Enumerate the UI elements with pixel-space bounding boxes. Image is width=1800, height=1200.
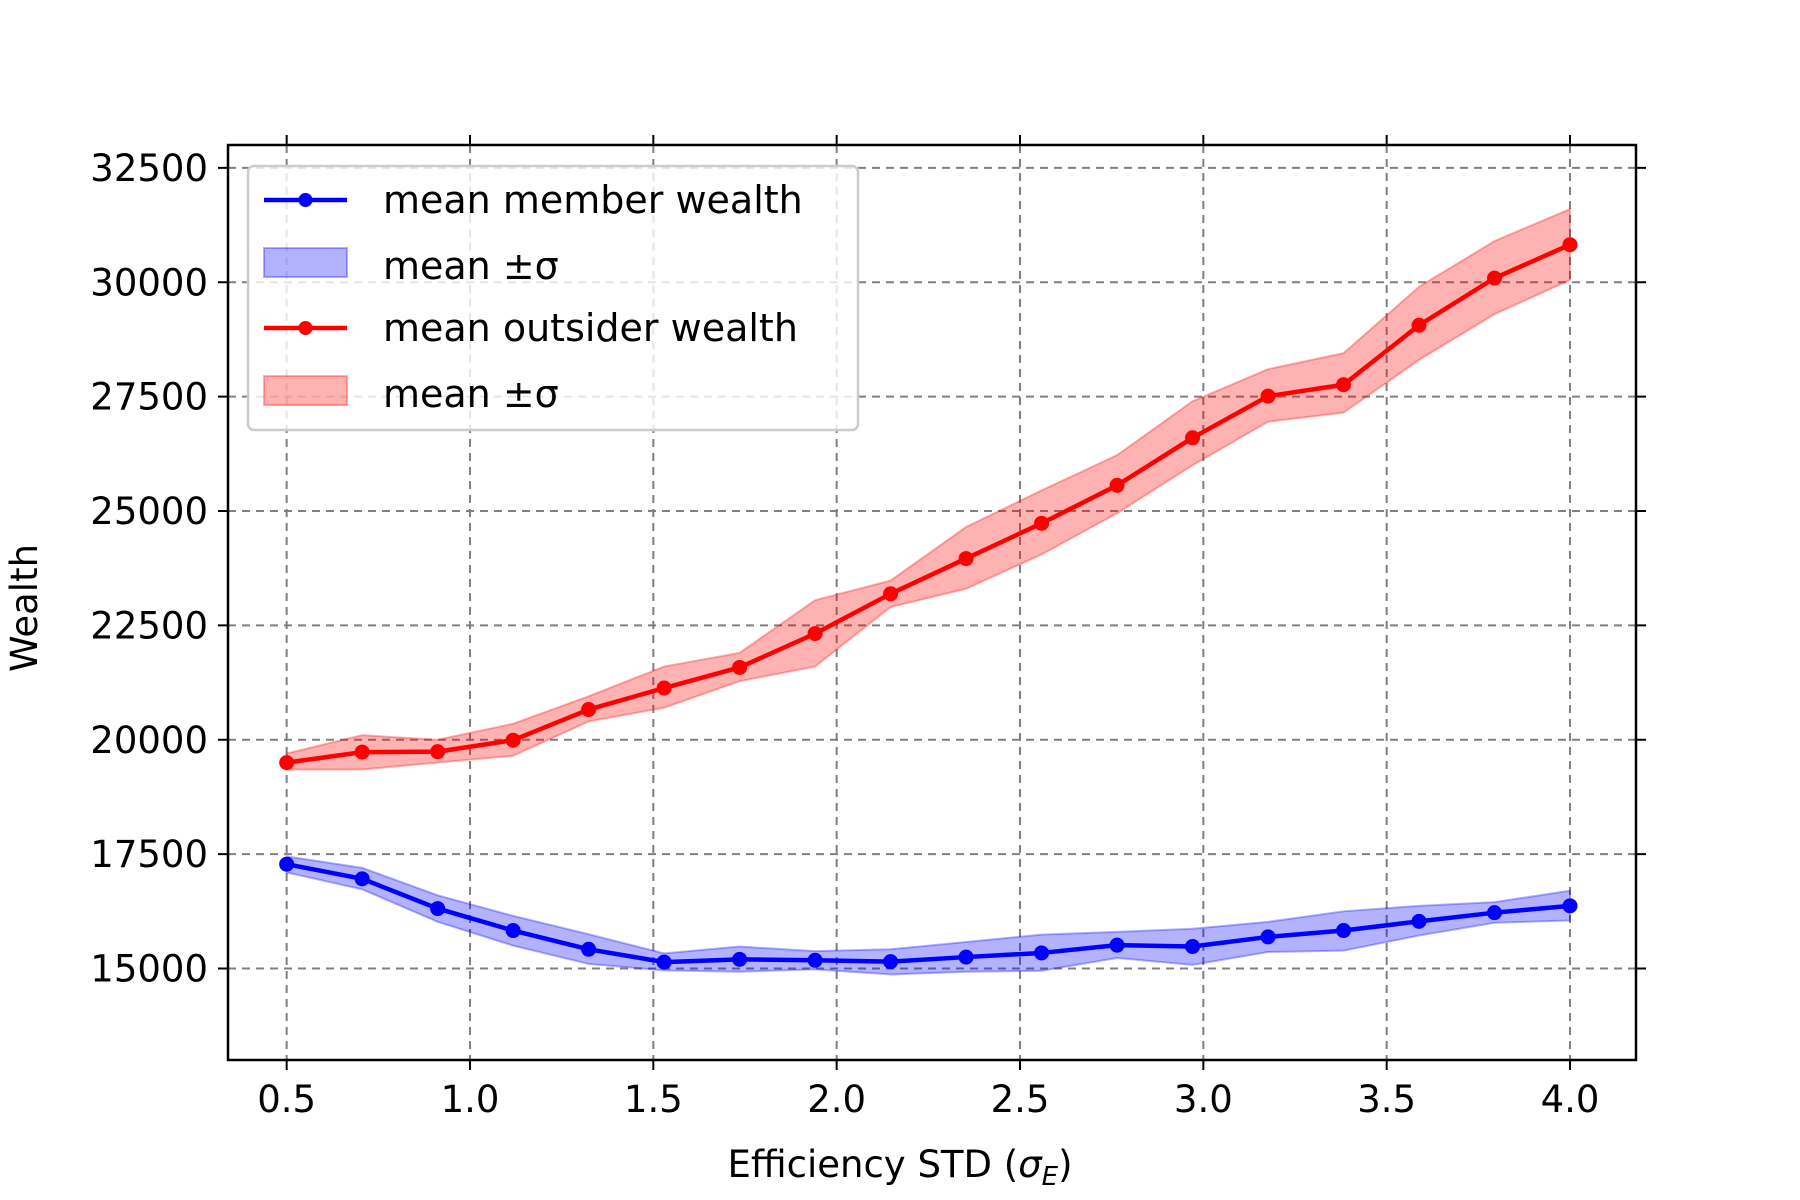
x-tick-label: 3.5: [1357, 1078, 1416, 1121]
member-wealth-point: [883, 954, 899, 970]
legend-label-member: mean member wealth: [383, 178, 803, 222]
x-tick-label: 3.0: [1174, 1078, 1233, 1121]
x-tick-label: 2.5: [991, 1078, 1050, 1121]
member-wealth-point: [807, 952, 823, 968]
member-wealth-point: [732, 951, 748, 967]
y-tick-label: 30000: [90, 261, 208, 304]
y-tick-label: 15000: [90, 948, 208, 991]
legend-outsider-band-swatch: [263, 375, 348, 406]
outsider-wealth-point: [354, 744, 370, 760]
outsider-wealth-point: [883, 586, 899, 602]
y-axis-label: Wealth: [3, 544, 46, 672]
member-wealth-point: [354, 871, 370, 887]
member-wealth-point: [1185, 939, 1201, 955]
legend-entry-outsider-band: mean ±σ: [263, 372, 559, 416]
member-wealth-line: [286, 861, 1571, 965]
member-wealth-point: [1562, 898, 1578, 914]
x-tick-label: 4.0: [1541, 1078, 1600, 1121]
legend: mean member wealth mean ±σ mean outsider…: [246, 164, 860, 432]
legend-outsider-point-swatch: [298, 321, 313, 335]
outsider-wealth-point: [1411, 317, 1427, 333]
member-wealth-point: [279, 856, 295, 872]
member-wealth-point: [581, 941, 597, 957]
y-tick-label: 17500: [90, 833, 208, 876]
outsider-wealth-point: [1336, 377, 1352, 393]
y-tick-label: 20000: [90, 719, 208, 762]
y-tick-label: 32500: [90, 147, 208, 190]
outsider-std-band: [285, 207, 1571, 771]
legend-label-outsider: mean outsider wealth: [383, 306, 798, 350]
outsider-wealth-point: [581, 702, 597, 718]
legend-entry-outsider-line: mean outsider wealth: [264, 306, 798, 350]
outsider-wealth-point: [505, 732, 521, 748]
outsider-wealth-point: [1109, 477, 1125, 493]
outsider-wealth-point: [1260, 388, 1276, 404]
x-tick-label: 1.5: [624, 1078, 683, 1121]
x-axis-label: Efficiency STD (σE): [727, 1143, 1072, 1192]
member-wealth-point: [1487, 905, 1503, 921]
legend-entry-member-line: mean member wealth: [264, 178, 803, 222]
member-wealth-point: [1034, 945, 1050, 961]
y-tick-label: 27500: [90, 376, 208, 419]
member-wealth-point: [656, 954, 672, 970]
x-tick-label: 1.0: [441, 1078, 500, 1121]
member-wealth-point: [505, 923, 521, 939]
outsider-wealth-point: [1034, 515, 1050, 531]
outsider-wealth-line: [286, 242, 1571, 765]
series-points: [279, 237, 1578, 970]
member-std-band: [285, 855, 1571, 976]
member-wealth-point: [1336, 923, 1352, 939]
outsider-wealth-point: [430, 744, 446, 760]
std-bands: [285, 207, 1571, 976]
member-wealth-point: [430, 901, 446, 917]
y-tick-label: 22500: [90, 604, 208, 647]
outsider-wealth-point: [958, 551, 974, 567]
member-wealth-point: [1260, 929, 1276, 945]
outsider-wealth-point: [732, 659, 748, 675]
legend-member-band-swatch: [263, 247, 348, 278]
outsider-wealth-point: [1185, 430, 1201, 446]
x-tick-label: 0.5: [257, 1078, 316, 1121]
x-tick-label: 2.0: [807, 1078, 866, 1121]
legend-entry-member-band: mean ±σ: [263, 244, 559, 288]
outsider-wealth-point: [279, 755, 295, 771]
y-tick-label: 25000: [90, 490, 208, 533]
outsider-wealth-point: [1487, 270, 1503, 286]
member-wealth-point: [1109, 937, 1125, 953]
outsider-wealth-point: [807, 626, 823, 642]
plot-frame: [226, 143, 1638, 1062]
outsider-wealth-point: [1562, 237, 1578, 253]
legend-frame: [246, 164, 860, 432]
axis-ticks: 0.5 1.0 1.5 2.0 2.5 3.0 3.5 4.0 15000 17500 20000 2…: [90, 135, 1646, 1121]
legend-label-outsider-band: mean ±σ: [383, 372, 559, 416]
legend-label-member-band: mean ±σ: [383, 244, 559, 288]
member-wealth-point: [958, 949, 974, 965]
legend-member-point-swatch: [298, 193, 313, 207]
member-wealth-point: [1411, 913, 1427, 929]
outsider-wealth-point: [656, 680, 672, 696]
series-lines: [286, 242, 1571, 965]
